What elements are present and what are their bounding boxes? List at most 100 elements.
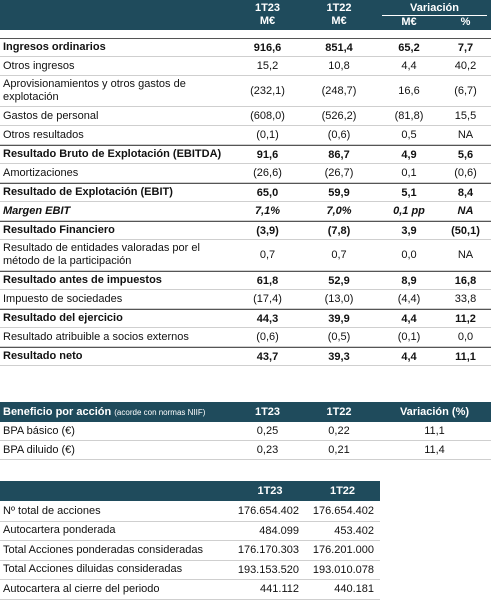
header-cell: 1T23 (257, 485, 283, 497)
cell-value: 39,3 (328, 350, 350, 363)
row-label: Resultado neto (3, 350, 83, 362)
cell-value: 4,4 (401, 350, 417, 363)
cell-value: (13,0) (324, 293, 354, 305)
cell-value: (3,9) (256, 224, 279, 237)
cell-value: 4,4 (401, 312, 417, 325)
cell-value: 0,7 (331, 249, 347, 261)
cell-value: 16,6 (398, 85, 420, 97)
cell-value: 61,8 (256, 274, 279, 287)
cell-value: 7,0% (326, 205, 352, 217)
table-row: BPA básico (€) 0,25 0,22 11,1 (0, 422, 491, 441)
cell-value: 10,8 (328, 60, 350, 72)
cell-value: (248,7) (321, 85, 357, 97)
cell-value: 44,3 (256, 312, 279, 325)
cell-value: 176.170.303 (237, 544, 299, 557)
cell-value: 176.654.402 (312, 505, 374, 518)
header-cell: 1T23 (254, 406, 281, 418)
table-row: Otros resultados (0,1) (0,6) 0,5 NA (0, 126, 491, 145)
table-row: BPA diluido (€) 0,23 0,21 11,4 (0, 441, 491, 460)
cell-value: 0,7 (259, 249, 276, 261)
cell-value: 176.654.402 (237, 505, 299, 518)
row-label: Total Acciones ponderadas consideradas (3, 543, 203, 556)
header-cell: 1T23 M€ (235, 2, 300, 28)
cell-value: 65,0 (256, 186, 279, 199)
body: Ingresos ordinarios 916,6 851,4 65,2 7,7 Otro… (0, 38, 491, 366)
row-label: BPA diluido (€) (3, 443, 75, 456)
cell-value: 5,6 (457, 148, 474, 161)
cell-value: 8,9 (401, 274, 417, 287)
cell-value: 0,0 (401, 249, 417, 261)
cell-value: 86,7 (328, 148, 350, 161)
row-label: Margen EBIT (3, 204, 71, 217)
cell-value: 91,6 (256, 148, 279, 161)
header-variation: Variación (382, 2, 487, 16)
cell-value: (0,6) (256, 331, 279, 343)
table-row: Resultado Bruto de Explotación (EBITDA) 9… (0, 145, 491, 164)
row-label: Autocartera ponderada (3, 524, 116, 537)
row-label: Resultado del ejercicio (3, 312, 123, 324)
cell-value: (526,2) (321, 110, 357, 122)
table-row: Total Acciones ponderadas consideradas 17… (0, 541, 380, 561)
table-row: Resultado antes de impuestos 61,8 52,9 8,9 1… (0, 271, 491, 290)
note: (acorde con normas NIIF) (114, 407, 206, 417)
cell-value: 65,2 (398, 41, 420, 54)
eps-table: Beneficio por acción (acorde con normas … (0, 402, 491, 460)
cell-value: 0,21 (328, 444, 350, 456)
cell-value: 15,2 (256, 60, 279, 72)
cell-value: 11,2 (455, 312, 476, 325)
cell-value: (232,1) (250, 85, 285, 97)
cell-value: 5,1 (401, 186, 417, 199)
table-row: Resultado de entidades valoradas por el … (0, 240, 491, 271)
row-label: Ingresos ordinarios (3, 41, 106, 53)
cell-value: (26,7) (324, 167, 354, 179)
cell-value: 43,7 (256, 350, 279, 363)
header-cell: 1T22 M€ (300, 2, 378, 28)
cell-value: 0,23 (256, 444, 279, 456)
row-label: Resultado antes de impuestos (3, 274, 162, 286)
header-unit: M€ (331, 15, 347, 27)
cell-value: 39,9 (328, 312, 350, 325)
row-label: Gastos de personal (3, 109, 99, 122)
header-title: Beneficio por acción (acorde con normas … (0, 406, 235, 419)
row-label: Otros ingresos (3, 59, 75, 72)
cell-value: 59,9 (328, 186, 350, 199)
row-label: Resultado Financiero (3, 224, 115, 236)
cell-value: 3,9 (401, 224, 417, 237)
cell-value: 453.402 (334, 524, 374, 537)
table-row: Amortizaciones (26,6) (26,7) 0,1 (0,6) (0, 164, 491, 183)
cell-value: (17,4) (253, 293, 282, 305)
cell-value: 33,8 (454, 293, 477, 305)
cell-value: (0,6) (327, 129, 351, 141)
cell-value: (608,0) (250, 110, 285, 122)
cell-value: (4,4) (397, 293, 421, 305)
row-label: Aprovisionamientos y otros gastos de exp… (3, 78, 186, 103)
income-table: 1T23 M€ 1T22 M€ Variación M€% Ingresos ordinar… (0, 0, 491, 366)
cell-value: 0,0 (457, 331, 474, 343)
cell-value: 4,9 (401, 148, 417, 161)
table-row: Total Acciones diluidas consideradas 193.… (0, 561, 380, 580)
shares-table: 1T23 1T22 Nº total de acciones 176.654.402 1… (0, 481, 380, 600)
table-row: Ingresos ordinarios 916,6 851,4 65,2 7,7 (0, 38, 491, 57)
row-label: Amortizaciones (3, 166, 79, 179)
header-unit: % (460, 15, 471, 28)
cell-value: 441.112 (260, 583, 299, 596)
cell-value: (81,8) (394, 110, 424, 122)
cell-value: 193.010.078 (312, 563, 374, 576)
header-unit: M€ (259, 15, 276, 27)
row-label: Autocartera al cierre del periodo (3, 582, 160, 595)
row-label: Impuesto de sociedades (3, 292, 123, 305)
cell-value: (6,7) (454, 85, 477, 97)
row-label: BPA básico (€) (3, 424, 75, 437)
header-unit: M€ (401, 15, 417, 28)
cell-value: (0,5) (327, 331, 351, 343)
row-label: Resultado Bruto de Explotación (EBITDA) (3, 148, 222, 160)
cell-value: 11,1 (424, 425, 445, 437)
header-period: 1T23 (254, 2, 281, 14)
cell-value: 7,7 (457, 41, 474, 54)
row-label: Nº total de acciones (3, 504, 101, 517)
cell-value: 4,4 (401, 60, 417, 72)
table-row: Resultado Financiero (3,9) (7,8) 3,9 (50,1) (0, 221, 491, 240)
cell-value: 11,1 (455, 350, 476, 363)
cell-value: (7,8) (327, 224, 351, 237)
